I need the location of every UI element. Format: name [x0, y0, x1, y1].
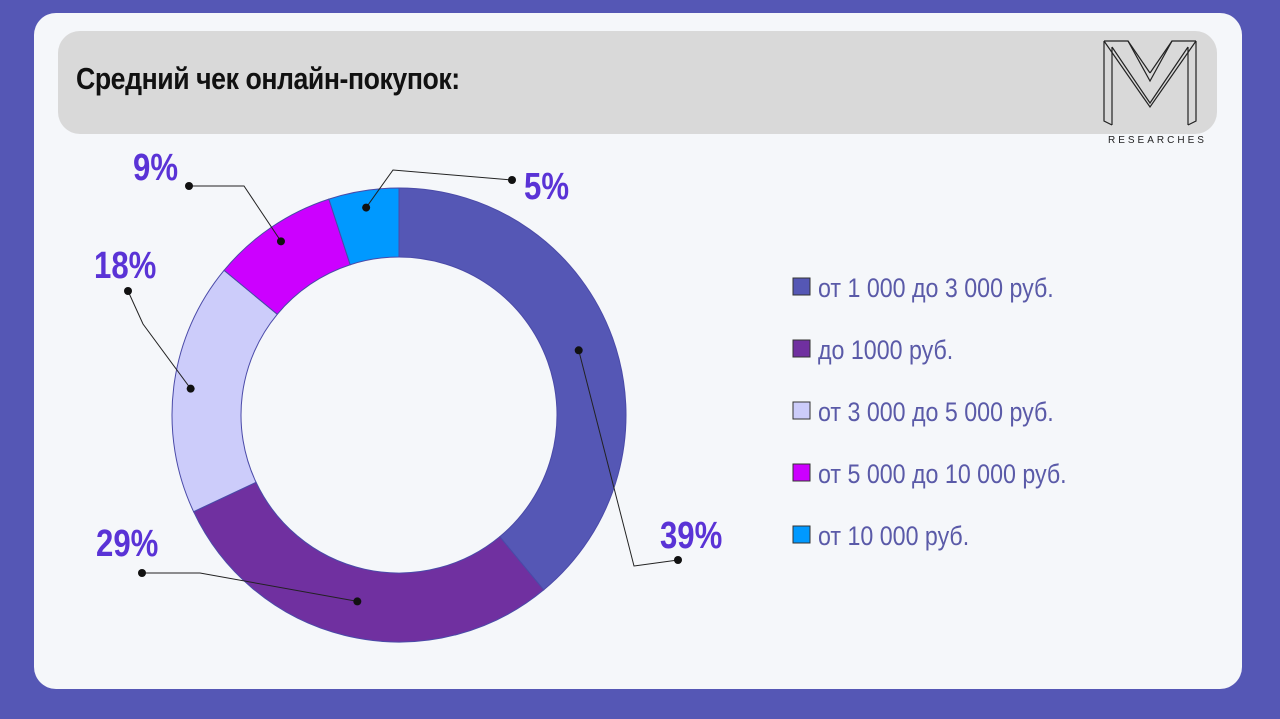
slice-0	[398, 187, 627, 591]
leader-line-4	[365, 169, 513, 208]
leader-dot	[138, 569, 146, 577]
legend-swatch-0	[792, 277, 811, 296]
leader-line-1	[142, 572, 358, 602]
logo-text: RESEARCHES	[1108, 135, 1207, 146]
page-title: Средний чек онлайн-покупок:	[76, 61, 460, 96]
m-logo-icon	[1103, 40, 1197, 126]
legend-swatch-4	[792, 525, 811, 544]
leader-dot	[508, 176, 516, 184]
legend-label-3: от 5 000 до 10 000 руб.	[818, 459, 1067, 489]
legend-swatch-1	[792, 339, 811, 358]
data-label-4: 5%	[524, 166, 569, 208]
data-label-0: 39%	[660, 515, 722, 557]
slice-4	[328, 187, 400, 266]
leader-dot	[185, 182, 193, 190]
leader-dot	[674, 556, 682, 564]
legend-label-1: до 1000 руб.	[818, 335, 953, 365]
legend-label-0: от 1 000 до 3 000 руб.	[818, 273, 1054, 303]
data-label-3: 9%	[133, 147, 178, 189]
leader-line-0	[578, 350, 679, 567]
leader-line-3	[189, 185, 282, 242]
legend-label-2: от 3 000 до 5 000 руб.	[818, 397, 1054, 427]
legend-swatch-2	[792, 401, 811, 420]
legend-swatch-3	[792, 463, 811, 482]
leader-dot	[276, 237, 285, 246]
header-bar: Средний чек онлайн-покупок: RESEARCHES	[58, 31, 1217, 146]
leader-dot	[362, 203, 371, 212]
data-label-2: 18%	[94, 245, 156, 287]
leader-line-2	[127, 290, 192, 389]
leader-dot	[186, 384, 195, 393]
leader-dot	[353, 597, 362, 606]
data-label-1: 29%	[96, 523, 158, 565]
leader-dot	[574, 346, 583, 355]
slice-1	[192, 481, 545, 643]
leader-dot	[124, 287, 132, 295]
legend-label-4: от 10 000 руб.	[818, 521, 969, 551]
